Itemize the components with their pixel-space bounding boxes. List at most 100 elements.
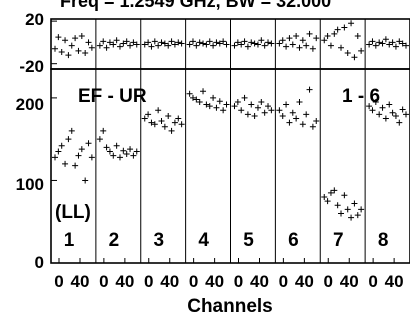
phase-point-p5-3 [241,38,248,45]
page-label: 1 - 6 [342,86,380,107]
phase-point-p8-7 [389,39,396,46]
xtick-label-p5-0: 0 [234,272,243,291]
amp-point-p5-0 [231,103,238,110]
phase-point-p3-3 [151,38,158,45]
amp-point-p3-2 [148,119,155,126]
phase-point-p8-6 [386,41,393,48]
amp-point-p3-9 [171,119,178,126]
amp-point-p2-11 [133,148,140,155]
amp-point-p5-3 [241,94,248,101]
phase-point-p3-6 [161,40,168,47]
amp-point-p6-1 [279,113,286,120]
phase-point-p7-7 [344,50,351,57]
phase-point-p4-2 [193,42,200,49]
phase-point-p5-2 [238,41,245,48]
phase-point-p5-10 [265,39,272,46]
amp-point-p1-1 [55,148,62,155]
amp-point-p2-3 [106,148,113,155]
phase-point-p3-4 [155,42,162,49]
phase-point-p1-8 [78,33,85,40]
phase-point-p3-8 [168,38,175,45]
amp-point-p6-4 [289,109,296,116]
phase-point-p2-10 [130,39,137,46]
phase-point-p4-7 [210,42,217,49]
phase-point-p4-1 [189,38,196,45]
amp-point-p2-1 [100,127,107,134]
phase-point-p1-2 [58,48,65,55]
phase-point-p8-1 [369,38,376,45]
phase-point-p8-4 [379,40,386,47]
panel-label-5: 5 [243,230,254,251]
amp-point-p4-4 [200,88,207,95]
amp-point-p6-11 [313,118,320,125]
phase-point-p3-5 [158,39,165,46]
amp-point-p8-3 [376,111,383,118]
amp-point-p1-7 [75,152,82,159]
amp-point-p2-0 [96,136,103,143]
amp-point-p7-8 [348,214,355,221]
phase-point-p4-10 [220,38,227,45]
phase-point-p7-6 [341,24,348,31]
phase-point-p1-5 [68,42,75,49]
phase-point-p7-3 [331,30,338,37]
xtick-label-p8-40: 40 [385,272,404,291]
xtick-label-p5-40: 40 [250,272,269,291]
phase-point-p7-2 [327,42,334,49]
phase-point-p6-8 [303,42,310,49]
amp-ytick-0: 0 [35,253,44,272]
amp-point-p5-4 [244,111,251,118]
phase-point-p3-1 [145,39,152,46]
amp-point-p8-10 [399,106,406,113]
amp-point-p3-10 [175,115,182,122]
amp-point-p2-4 [110,152,117,159]
amp-point-p7-6 [341,192,348,199]
amp-point-p1-11 [88,154,95,161]
phase-point-p2-4 [110,41,117,48]
phase-point-p6-6 [296,44,303,51]
amp-point-p3-7 [165,113,172,120]
amp-point-p3-0 [141,115,148,122]
phase-point-p7-5 [338,44,345,51]
phase-point-p4-11 [223,41,230,48]
amp-point-p7-0 [321,193,328,200]
amp-point-p1-0 [52,154,58,161]
phase-point-p7-10 [354,33,361,40]
xtick-label-p8-0: 0 [368,272,377,291]
phase-point-p6-1 [279,37,286,44]
phase-point-p1-10 [85,39,92,46]
phase-point-p5-0 [231,42,238,49]
amp-point-p8-9 [396,119,403,126]
amp-point-p4-0 [186,90,193,97]
xtick-label-p2-0: 0 [99,272,108,291]
phase-point-p1-3 [62,37,69,44]
amp-point-p2-6 [116,154,123,161]
phase-point-p3-2 [148,43,155,50]
phase-point-p4-4 [200,40,207,47]
amp-ytick-100: 100 [16,175,44,194]
phase-point-p6-3 [286,35,293,42]
phase-point-p5-9 [261,42,268,49]
amp-point-p7-7 [344,206,351,213]
chart-title: Freq = 1.2549 GHz, BW = 32.000 [60,0,331,11]
amp-point-p7-2 [327,189,334,196]
amp-point-p7-3 [331,187,338,194]
amp-point-p8-2 [372,99,379,106]
phase-point-p8-10 [399,40,406,47]
phase-point-p6-4 [289,41,296,48]
phase-point-p8-9 [396,38,403,45]
amp-point-p6-6 [296,99,303,106]
xtick-label-p3-0: 0 [144,272,153,291]
phase-point-p2-3 [106,39,113,46]
amp-point-p7-9 [351,200,358,207]
phase-point-p2-9 [127,42,134,49]
amp-point-p4-3 [196,99,203,106]
amp-point-p6-0 [276,107,283,114]
amp-point-p2-9 [127,146,134,153]
amp-point-p1-6 [72,162,79,169]
phase-point-p2-8 [123,38,130,45]
xtick-label-p1-40: 40 [71,272,90,291]
panel-label-8: 8 [378,230,389,251]
phase-point-p6-2 [283,43,290,50]
